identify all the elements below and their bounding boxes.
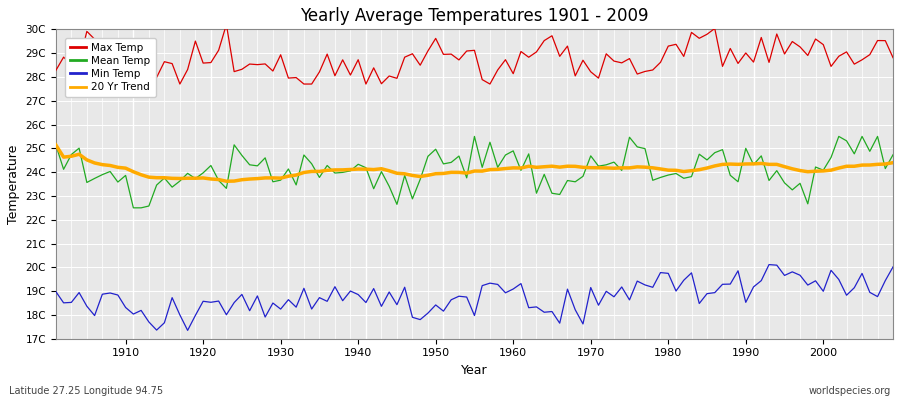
Y-axis label: Temperature: Temperature [7,144,20,224]
Legend: Max Temp, Mean Temp, Min Temp, 20 Yr Trend: Max Temp, Mean Temp, Min Temp, 20 Yr Tre… [65,38,156,97]
X-axis label: Year: Year [461,364,488,377]
Text: Latitude 27.25 Longitude 94.75: Latitude 27.25 Longitude 94.75 [9,386,163,396]
Title: Yearly Average Temperatures 1901 - 2009: Yearly Average Temperatures 1901 - 2009 [301,7,649,25]
Text: worldspecies.org: worldspecies.org [809,386,891,396]
